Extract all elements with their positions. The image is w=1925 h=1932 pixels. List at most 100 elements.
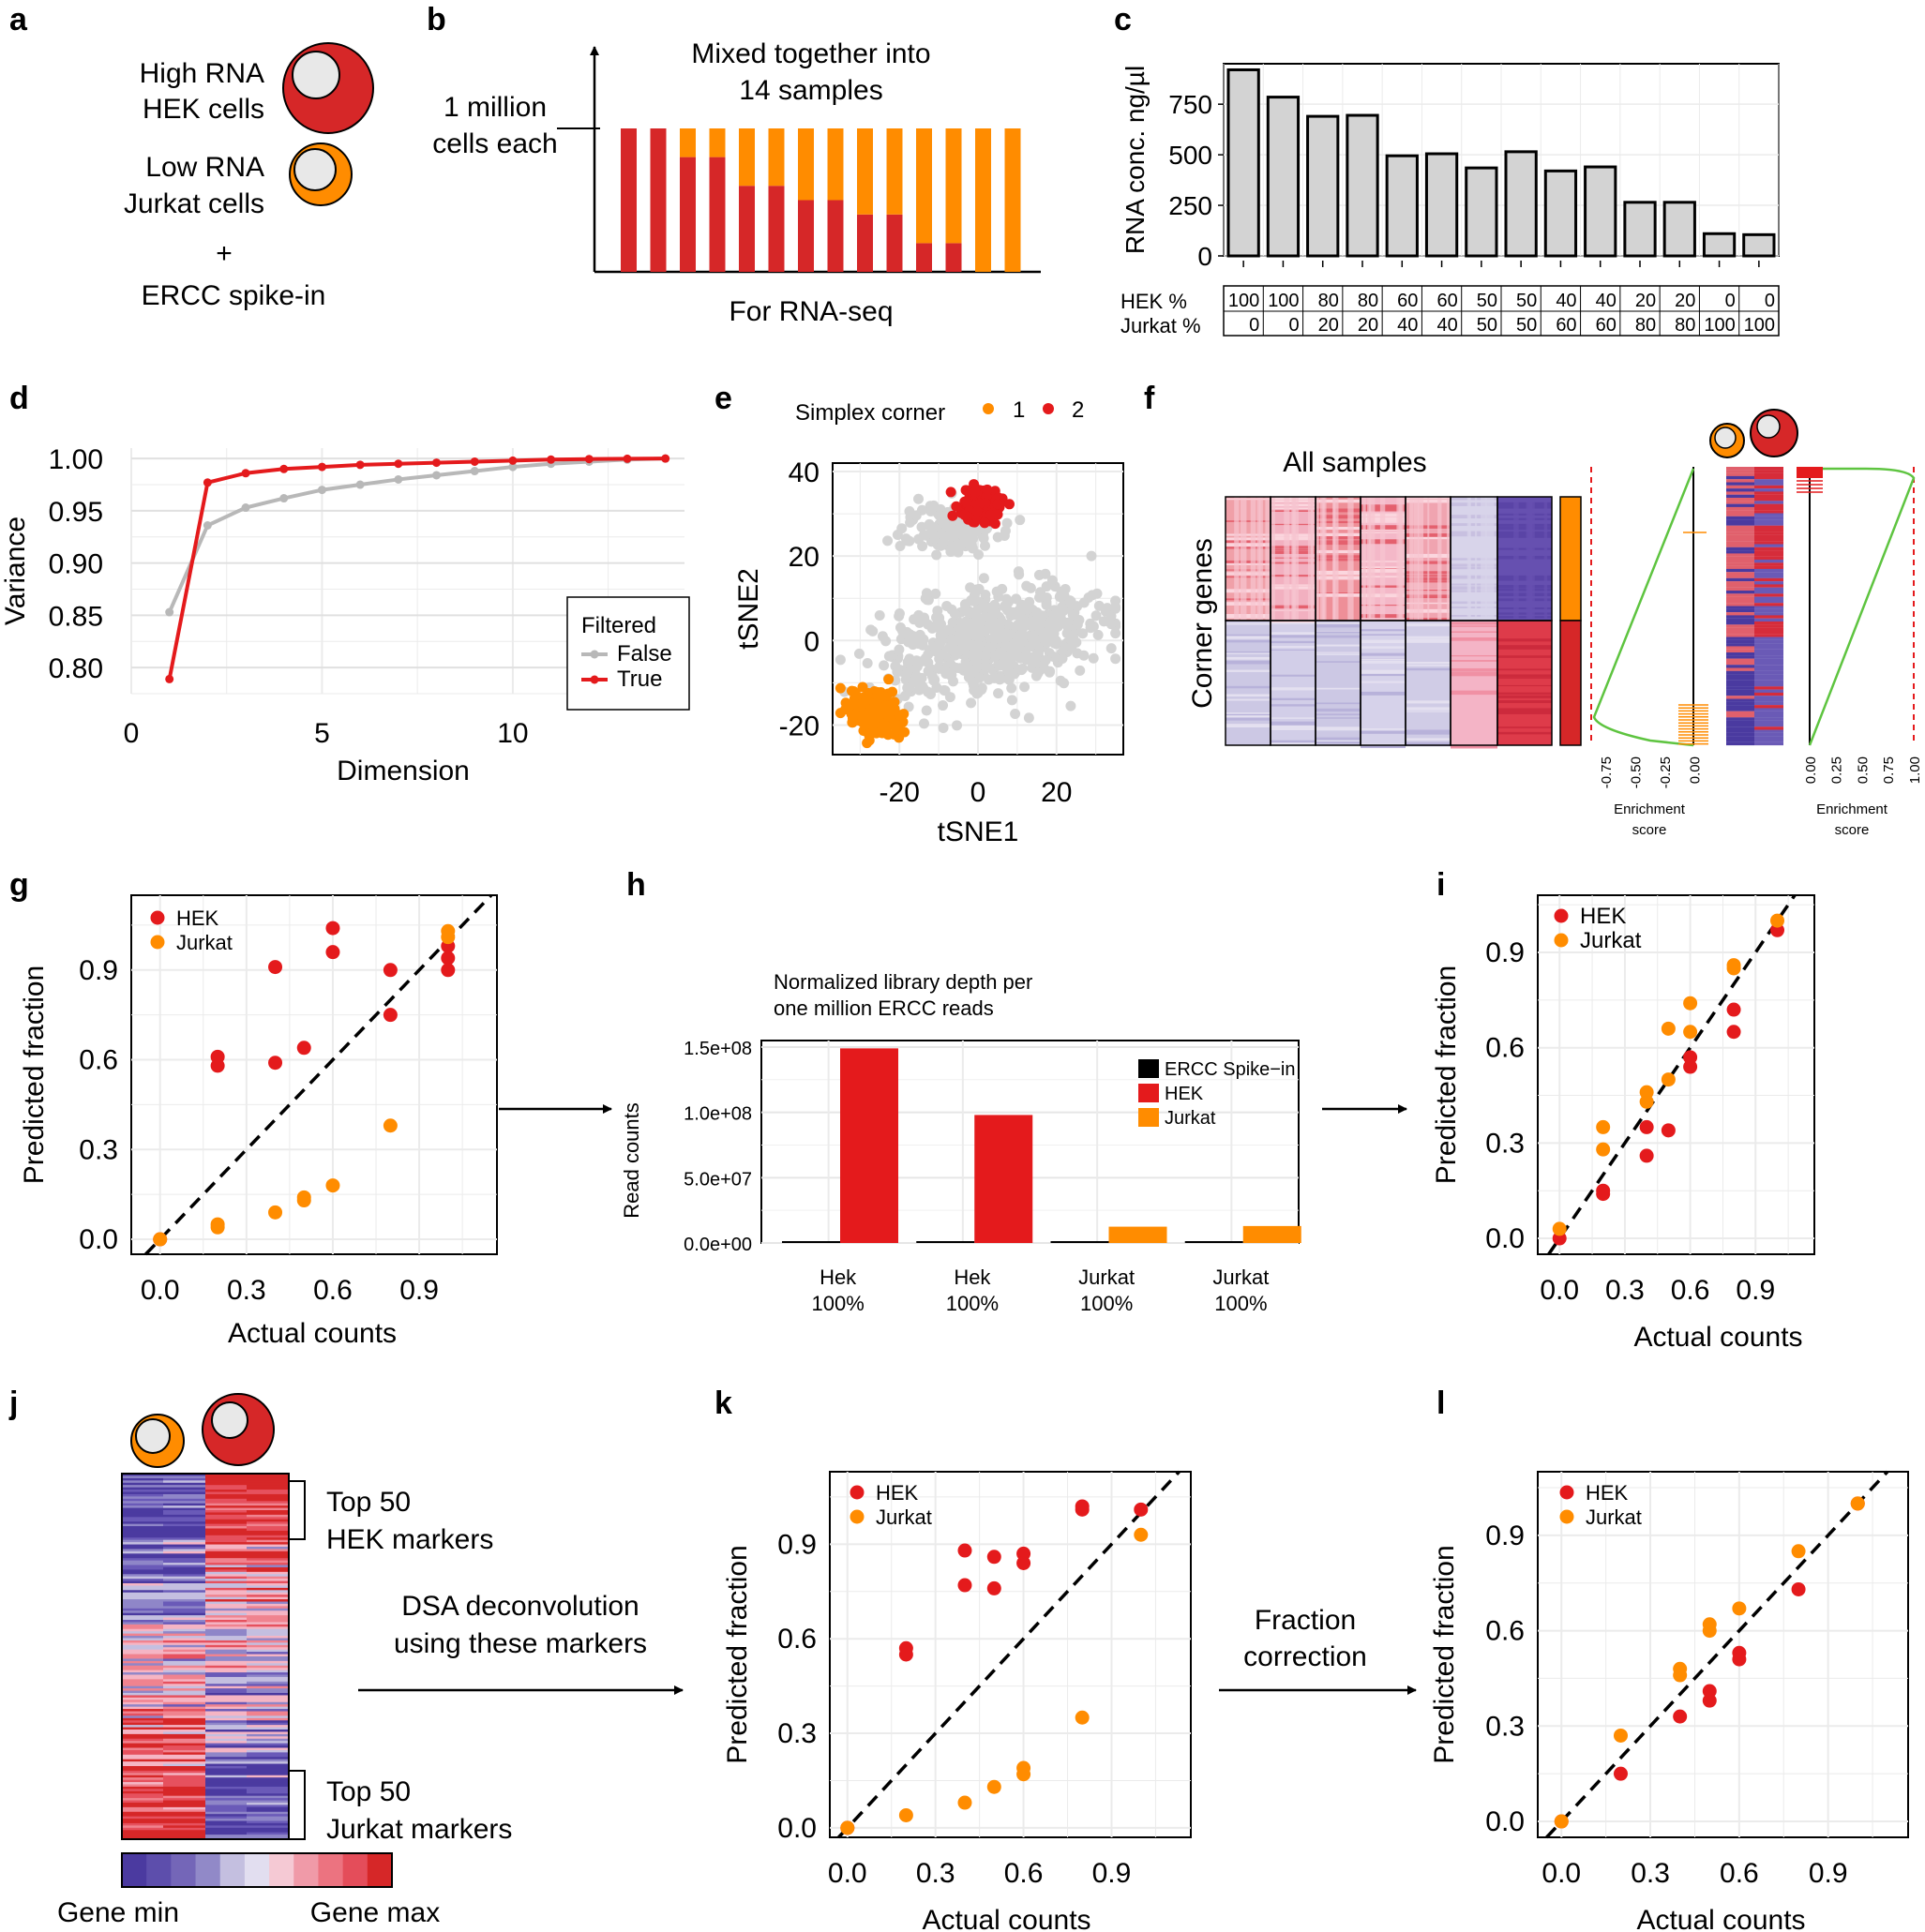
e-point-1 [871, 727, 882, 739]
e-point-grey_main [1003, 666, 1015, 678]
j-heat-row-jurkat-a [122, 1654, 163, 1657]
j-heat-row-hek-b [247, 1566, 289, 1570]
i-ytick-label: 0.3 [1485, 1128, 1525, 1159]
j-heat-row-hek-b [247, 1676, 289, 1680]
k-xtick-label: 0.9 [1092, 1858, 1132, 1889]
f-right-hit-block [1797, 467, 1823, 478]
mix-bar-jurkat [945, 128, 962, 244]
j-heat-row-jurkat-b [163, 1590, 205, 1594]
j-heat-row-hek-b [247, 1709, 289, 1713]
j-heat-row-hek-a [205, 1596, 247, 1600]
j-heat-row-hek-b [247, 1512, 289, 1516]
j-heat-row-hek-b [247, 1660, 289, 1664]
e-point-1 [880, 692, 892, 703]
hek-label-line2: HEK cells [143, 94, 264, 125]
e-point-grey_main [984, 620, 995, 631]
f-strip-left-row [1726, 655, 1754, 659]
j-heat-row-hek-a [205, 1798, 247, 1802]
f-heat-column-stripe [1437, 497, 1442, 621]
f-heat-column-stripe [1474, 497, 1478, 621]
g-legend-dot [150, 910, 165, 925]
j-heat-row-jurkat-a [122, 1795, 163, 1799]
e-point-1 [882, 729, 894, 741]
j-heat-row-jurkat-a [122, 1709, 163, 1713]
j-heat-row-jurkat-b [163, 1806, 205, 1810]
mix-bar-hek [857, 214, 873, 272]
f-left-tick-label: 0.00 [1688, 756, 1704, 784]
f-heat-column-stripe [1291, 497, 1296, 621]
e-point-grey_main [938, 629, 949, 640]
f-heat-stripe [1497, 502, 1552, 506]
j-heat-row-jurkat-b [163, 1658, 205, 1662]
g-point-hek [296, 1041, 311, 1056]
e-point-grey_upper [970, 526, 982, 537]
e-point-grey_main [973, 583, 985, 594]
j-heat-row-hek-b [247, 1553, 289, 1557]
l-legend-label: Jurkat [1586, 1505, 1642, 1529]
j-heat-row-hek-a [205, 1475, 247, 1479]
j-heat-row-jurkat-a [122, 1526, 163, 1530]
j-heat-row-hek-a [205, 1725, 247, 1729]
e-point-grey_main [903, 701, 914, 712]
c-table-hek-cell: 100 [1268, 291, 1299, 311]
f-heat-stripe [1497, 576, 1552, 579]
j-heat-row-jurkat-b [163, 1709, 205, 1713]
j-heat-row-hek-a [205, 1763, 247, 1767]
j-heat-row-hek-a [205, 1656, 247, 1660]
g-ylabel: Predicted fraction [19, 966, 50, 1184]
j-heat-row-hek-b [247, 1547, 289, 1550]
j-heat-row-hek-b [247, 1507, 289, 1511]
f-heat-stripe [1451, 690, 1497, 693]
e-point-grey_main [1062, 617, 1074, 628]
j-heat-row-hek-b [247, 1670, 289, 1673]
e-point-grey_main [923, 657, 934, 668]
j-heat-row-hek-a [205, 1695, 247, 1699]
f-strip-left-row [1726, 568, 1754, 573]
e-point-grey_upper [905, 517, 916, 528]
j-heat-row-jurkat-b [163, 1768, 205, 1772]
j-heat-row-jurkat-b [163, 1579, 205, 1582]
f-heat-column-stripe [1481, 497, 1487, 621]
e-point-1 [898, 709, 910, 720]
c-table-row2-label: Jurkat % [1120, 314, 1201, 337]
f-strip-right-row [1754, 562, 1783, 566]
f-heat-stripe [1451, 637, 1497, 641]
j-heat-row-hek-a [205, 1690, 247, 1694]
j-heat-row-jurkat-b [163, 1738, 205, 1742]
f-strip-left-row [1726, 661, 1754, 666]
j-heat-row-jurkat-a [122, 1768, 163, 1772]
f-heat-column-stripe [1367, 497, 1372, 621]
f-strip-right-row [1754, 608, 1783, 613]
j-heat-row-hek-b [247, 1658, 289, 1662]
f-heat-stripe [1316, 661, 1361, 663]
f-heat-stripe [1226, 636, 1271, 639]
j-heat-row-hek-b [247, 1510, 289, 1514]
c-bar [1702, 232, 1737, 258]
d-point [241, 469, 250, 478]
f-strip-right-row [1754, 575, 1783, 578]
f-strip-right-row [1754, 560, 1783, 563]
g-xlabel: Actual counts [228, 1318, 397, 1349]
e-point-grey_main [1077, 628, 1089, 639]
j-heat-row-hek-b [247, 1730, 289, 1733]
d-point [470, 467, 479, 476]
f-heat-stripe [1497, 533, 1552, 537]
g-xtick-label: 0.6 [313, 1275, 353, 1306]
j-heat-row-jurkat-a [122, 1615, 163, 1619]
g-legend-label: Jurkat [176, 931, 233, 954]
j-heat-row-jurkat-b [163, 1713, 205, 1716]
j-heat-row-hek-a [205, 1617, 247, 1621]
j-heat-row-jurkat-a [122, 1482, 163, 1486]
j-heat-row-hek-b [247, 1599, 289, 1603]
j-heat-row-hek-a [205, 1730, 247, 1733]
j-heat-row-jurkat-b [163, 1670, 205, 1673]
f-heat-column-stripe [1487, 497, 1495, 621]
f-heat-stripe [1361, 744, 1406, 749]
c-table-hek-cell: 50 [1477, 291, 1497, 311]
j-heat-row-jurkat-b [163, 1530, 205, 1534]
j-heat-row-jurkat-b [163, 1477, 205, 1481]
j-heat-row-hek-b [247, 1805, 289, 1808]
j-heat-row-jurkat-b [163, 1501, 205, 1505]
k-identity-line [837, 1470, 1181, 1839]
g-ytick-label: 0.6 [79, 1045, 118, 1076]
